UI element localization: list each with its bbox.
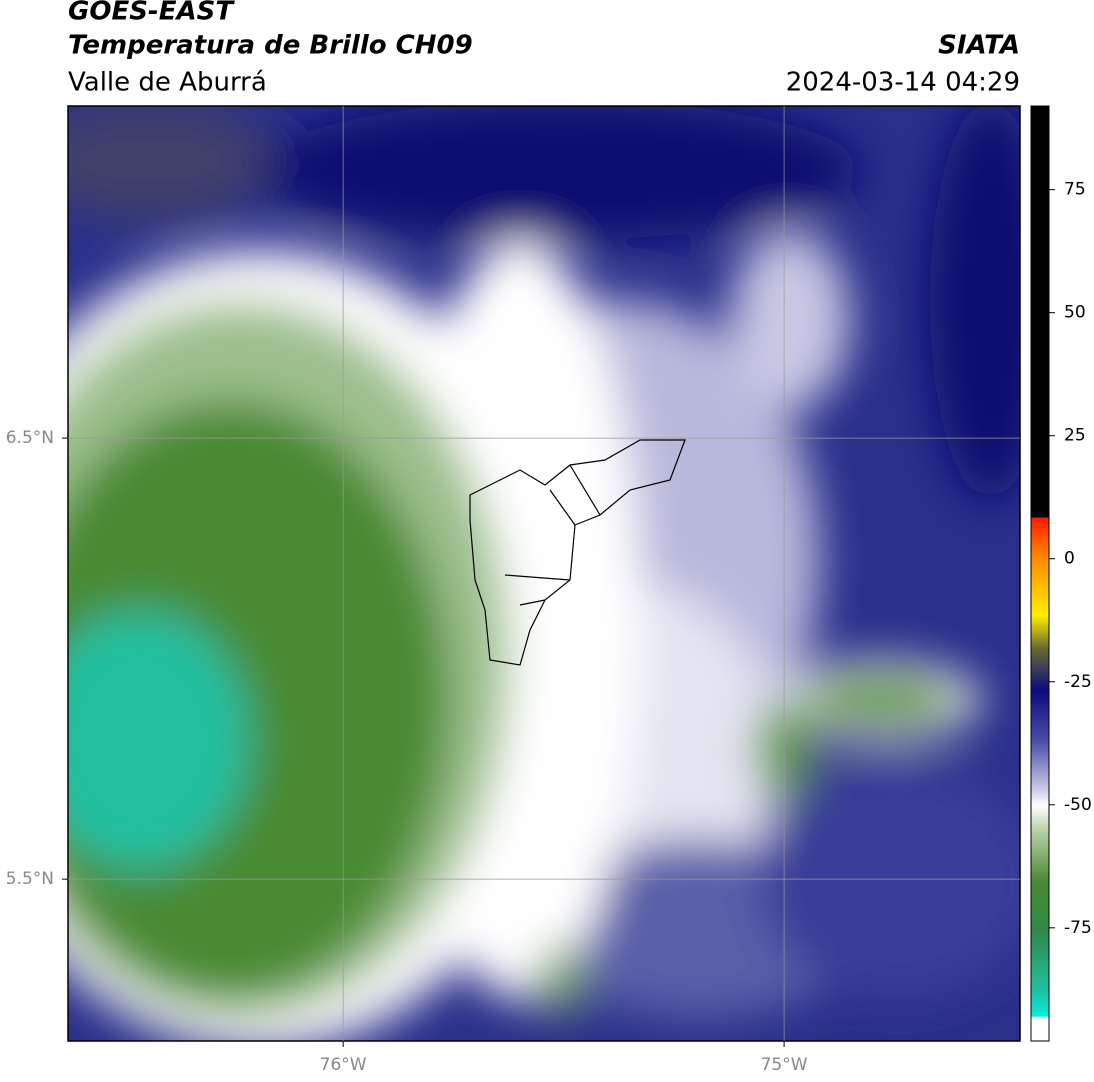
map-frame — [67, 105, 1021, 1042]
x-tick-label: 76°W — [320, 1055, 367, 1075]
region: Valle de Aburrá — [68, 68, 267, 98]
satellite-image — [68, 106, 1020, 1041]
colorbar-tick-label: 50 — [1064, 303, 1086, 323]
colorbar-tick-label: -25 — [1064, 672, 1092, 692]
valley-boundary — [469, 439, 686, 666]
colorbar-tick-label: -50 — [1064, 795, 1092, 815]
colorbar-tick-label: 75 — [1064, 180, 1086, 200]
timestamp: 2024-03-14 04:29 — [786, 68, 1020, 98]
subtitle: Temperatura de Brillo CH09 — [68, 31, 473, 61]
colorbar-tick-label: 25 — [1064, 426, 1086, 446]
source: SIATA — [938, 31, 1020, 61]
x-tick-label: 75°W — [761, 1055, 808, 1075]
colorbar — [1030, 105, 1050, 1042]
title: GOES-EAST — [68, 0, 235, 27]
y-tick-label: 6.5°N — [6, 428, 54, 448]
y-tick-label: 5.5°N — [6, 869, 54, 889]
colorbar-tick-label: 0 — [1064, 549, 1075, 569]
colorbar-tick-label: -75 — [1064, 918, 1092, 938]
